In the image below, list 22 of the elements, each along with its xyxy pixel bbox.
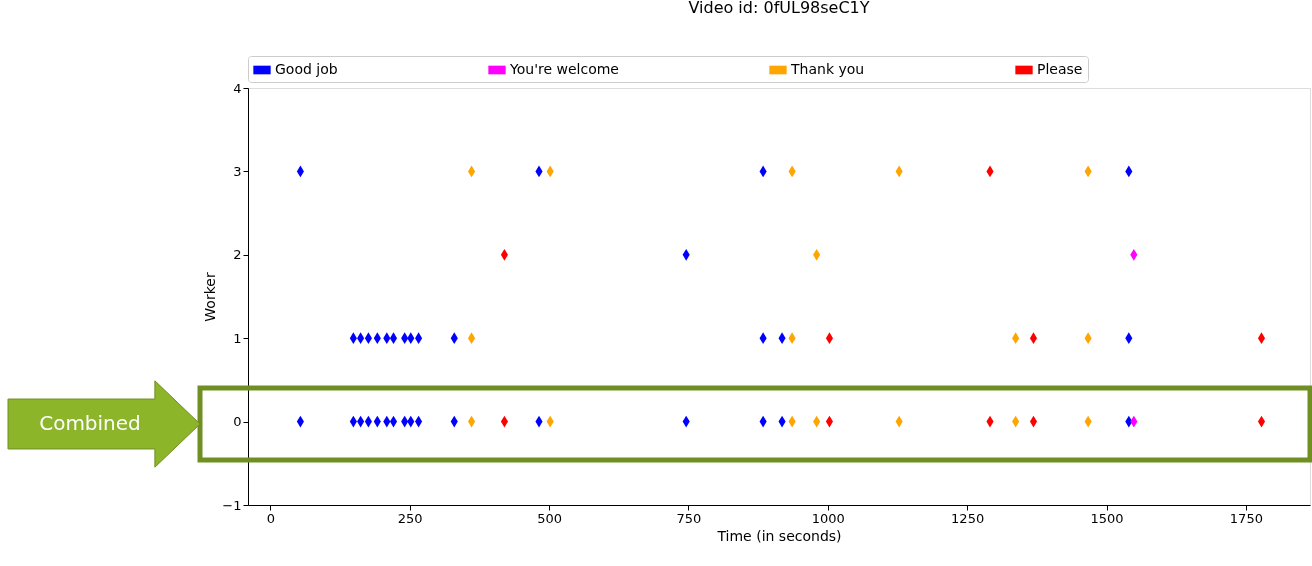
y-tick-label: 1 [233,330,242,346]
x-axis-title: Time (in seconds) [716,527,842,544]
y-tick-label: −1 [222,497,242,513]
x-tick-label: 1500 [1090,510,1124,526]
x-tick-label: 0 [266,510,275,526]
y-tick-label: 4 [233,80,242,96]
x-tick-label: 1750 [1229,510,1263,526]
y-tick-label: 3 [233,163,242,179]
x-tick-label: 500 [537,510,562,526]
y-axis-title: Worker [202,272,219,322]
legend-label: Thank you [790,61,865,77]
y-tick-label: 2 [233,247,242,263]
chart-title: Video id: 0fUL98seC1Y [688,0,870,17]
y-tick-label: 0 [233,414,242,430]
text: Combined [39,411,141,435]
x-tick-label: 1000 [811,510,845,526]
x-tick-label: 750 [676,510,702,526]
x-tick-label: 1250 [951,510,985,526]
legend-label: You're welcome [509,61,619,77]
legend-label: Good job [275,61,338,77]
legend-label: Please [1037,61,1083,77]
x-tick-label: 250 [397,510,423,526]
